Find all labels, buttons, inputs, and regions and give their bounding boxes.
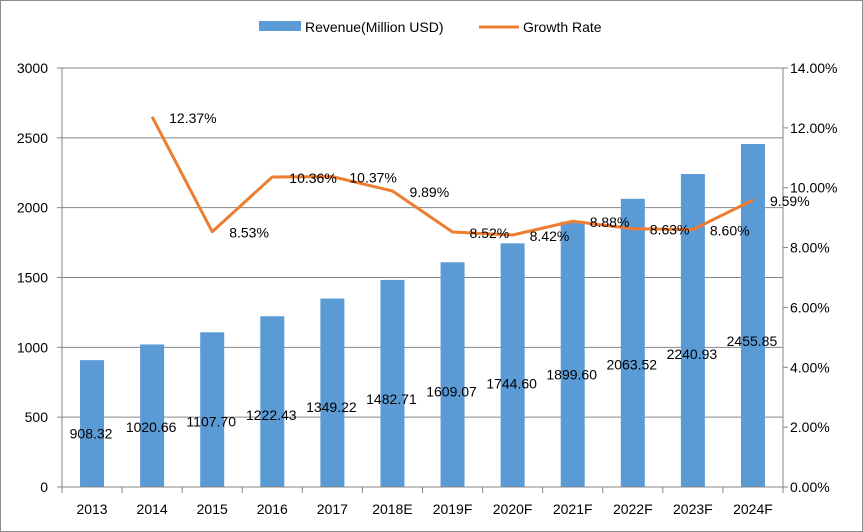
revenue-data-label: 1609.07 [426,384,477,400]
revenue-bar [740,143,765,487]
legend-revenue-label: Revenue(Million USD) [305,19,444,35]
revenue-bar [380,279,405,487]
revenue-data-label: 1349.22 [306,399,357,415]
right-axis-tick-label: 0.00% [790,479,830,495]
axes: 0 500 1000 1500 2000 2500 3000 0.00% 2.00% 4.00% 6… [17,60,838,517]
right-axis-tick-label: 6.00% [790,299,830,315]
right-axis-tick-label: 14.00% [790,60,837,76]
gridlines [62,67,783,418]
x-axis-tick-label: 2017 [317,501,348,517]
revenue-bars [80,143,765,487]
x-axis-tick-label: 2015 [197,501,228,517]
right-axis-tick-label: 8.00% [790,240,830,256]
x-axis-tick-label: 2023F [673,501,713,517]
growth-data-label: 8.42% [530,228,570,244]
revenue-data-label: 1899.60 [546,366,597,382]
revenue-data-label: 908.32 [70,426,113,442]
right-axis-tick-label: 10.00% [790,180,837,196]
growth-data-label: 8.88% [590,214,630,230]
growth-data-label: 8.60% [710,223,750,239]
revenue-bar [80,360,105,487]
right-axis-tick-label: 4.00% [790,359,830,375]
revenue-data-label: 1222.43 [246,407,297,423]
left-axis-tick-label: 2000 [17,200,48,216]
growth-rate-line [150,116,754,237]
growth-data-label: 10.37% [349,170,396,186]
growth-data-label: 9.59% [770,193,810,209]
growth-data-label: 10.36% [289,170,336,186]
growth-data-label: 8.63% [650,222,690,238]
data-labels: 908.32 1020.66 1107.70 1222.43 1349.22 1482.7… [70,110,810,442]
revenue-data-label: 2455.85 [727,333,778,349]
x-axis-tick-label: 2014 [137,501,168,517]
revenue-data-label: 1482.71 [366,391,417,407]
legend-growth-label: Growth Rate [523,19,602,35]
revenue-data-label: 1744.60 [486,376,537,392]
left-axis-tick-label: 2500 [17,130,48,146]
x-axis-tick-label: 2024F [733,501,773,517]
revenue-bar [440,262,465,487]
left-axis-tick-label: 500 [25,409,49,425]
revenue-bar [260,316,285,487]
growth-line [150,116,754,237]
left-axis-tick-label: 1500 [17,270,48,286]
growth-data-label: 9.89% [409,184,449,200]
x-axis-tick-label: 2020F [493,501,533,517]
legend-revenue-swatch [259,21,301,31]
x-axis-tick-label: 2022F [613,501,653,517]
right-axis-tick-label: 12.00% [790,120,837,136]
revenue-data-label: 2063.52 [606,356,657,372]
revenue-bar [140,344,165,487]
growth-data-label: 8.53% [229,225,269,241]
revenue-bar [500,243,525,487]
x-axis-tick-label: 2018E [372,501,412,517]
revenue-data-label: 1020.66 [126,419,177,435]
revenue-bar [320,298,345,487]
left-axis-tick-label: 0 [40,479,48,495]
x-axis-tick-label: 2016 [257,501,288,517]
x-axis-tick-label: 2013 [76,501,107,517]
growth-data-label: 12.37% [169,110,216,126]
left-axis-tick-label: 3000 [17,60,48,76]
growth-data-label: 8.52% [470,225,510,241]
x-axis-tick-label: 2021F [553,501,593,517]
legend: Revenue(Million USD) Growth Rate [259,19,602,35]
right-axis-tick-label: 2.00% [790,419,830,435]
revenue-bar [620,198,645,487]
revenue-bar [560,221,585,487]
left-axis-tick-label: 1000 [17,339,48,355]
x-axis-tick-label: 2019F [433,501,473,517]
revenue-data-label: 1107.70 [186,414,236,430]
revenue-data-label: 2240.93 [667,346,718,362]
revenue-bar [200,332,225,487]
